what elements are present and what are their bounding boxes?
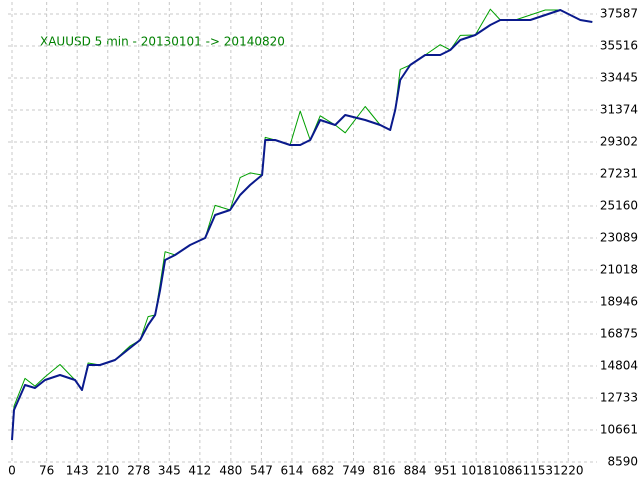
y-tick-label: 21018	[600, 262, 638, 276]
y-tick-label: 10661	[600, 423, 638, 437]
series-line	[11, 9, 593, 441]
y-tick-label: 31374	[600, 102, 638, 116]
x-tick-label: 0	[8, 464, 16, 478]
chart-title: XAUUSD 5 min - 20130101 -> 20140820	[40, 35, 285, 49]
x-tick-label: 143	[66, 464, 89, 478]
x-tick-label: 614	[281, 464, 304, 478]
y-tick-label: 35516	[600, 39, 638, 53]
x-tick-label: 345	[158, 464, 181, 478]
y-tick-label: 37587	[600, 7, 638, 21]
x-tick-label: 1220	[553, 464, 584, 478]
x-tick-label: 278	[127, 464, 150, 478]
x-tick-label: 547	[250, 464, 273, 478]
y-tick-label: 16875	[600, 326, 638, 340]
y-tick-label: 27231	[600, 167, 638, 181]
x-tick-label: 1086	[492, 464, 523, 478]
y-tick-label: 12733	[600, 390, 638, 404]
y-tick-label: 33445	[600, 70, 638, 84]
y-tick-label: 18946	[600, 295, 638, 309]
x-tick-label: 412	[188, 464, 211, 478]
x-tick-label: 1153	[522, 464, 553, 478]
x-tick-label: 682	[312, 464, 335, 478]
x-tick-label: 884	[404, 464, 427, 478]
y-tick-label: 29302	[600, 135, 638, 149]
x-tick-label: 210	[96, 464, 119, 478]
x-tick-label: 951	[434, 464, 457, 478]
x-tick-label: 480	[219, 464, 242, 478]
x-tick-label: 816	[373, 464, 396, 478]
x-tick-label: 749	[342, 464, 365, 478]
y-tick-label: 8590	[607, 455, 638, 469]
y-tick-label: 14804	[600, 358, 638, 372]
x-tick-label: 1018	[461, 464, 492, 478]
y-tick-label: 23089	[600, 230, 638, 244]
y-tick-label: 25160	[600, 198, 638, 212]
x-tick-label: 76	[39, 464, 54, 478]
